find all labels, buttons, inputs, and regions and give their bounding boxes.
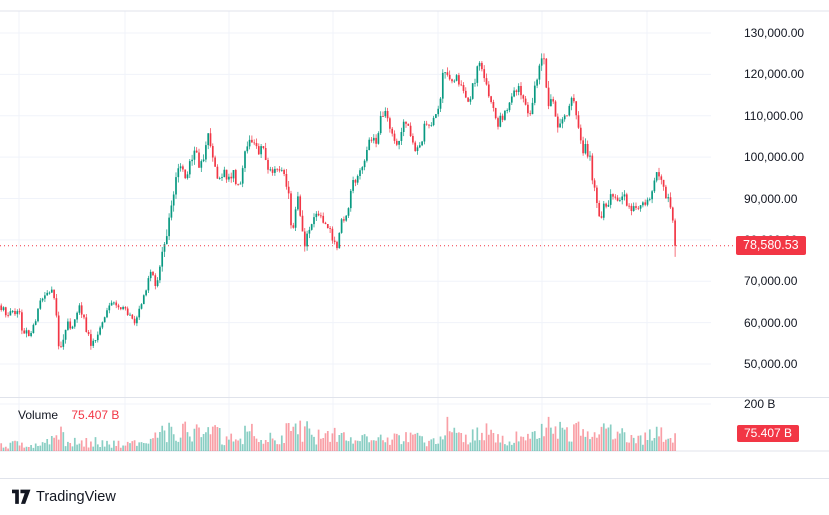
time-scale[interactable]: JulOct2025AprJulOct2026 <box>0 451 829 478</box>
pane-borders <box>0 10 829 479</box>
price-tick-label: 110,000.00 <box>744 108 804 123</box>
volume-indicator-label[interactable]: Volume <box>18 408 59 422</box>
price-tick-label: 100,000.00 <box>744 150 805 165</box>
tradingview-logo-link[interactable]: TradingView <box>12 487 116 507</box>
price-tick-label: 120,000.00 <box>744 67 805 82</box>
last-price-badge: 78,580.53 <box>736 236 806 256</box>
volume-bars <box>0 416 676 451</box>
grid-lines <box>0 11 711 451</box>
volume-indicator-value: 75.407 B <box>71 408 120 422</box>
price-tick-label: 90,000.00 <box>744 191 798 206</box>
volume-indicator-legend: Volume 75.407 B <box>18 408 119 422</box>
price-tick-label: 50,000.00 <box>744 357 798 371</box>
tradingview-wordmark: TradingView <box>36 489 116 505</box>
volume-scale-tick: 200 B <box>744 397 776 411</box>
price-tick-label: 70,000.00 <box>744 274 798 289</box>
volume-value-badge: 75.407 B <box>737 424 800 442</box>
price-tick-label: 130,000.00 <box>744 26 805 40</box>
candlesticks <box>0 53 676 350</box>
price-scale[interactable]: 130,000.00 120,000.00 110,000.00 100,000.00… <box>711 11 829 451</box>
price-tick-label: 60,000.00 <box>744 315 798 330</box>
tradingview-icon <box>12 489 31 505</box>
